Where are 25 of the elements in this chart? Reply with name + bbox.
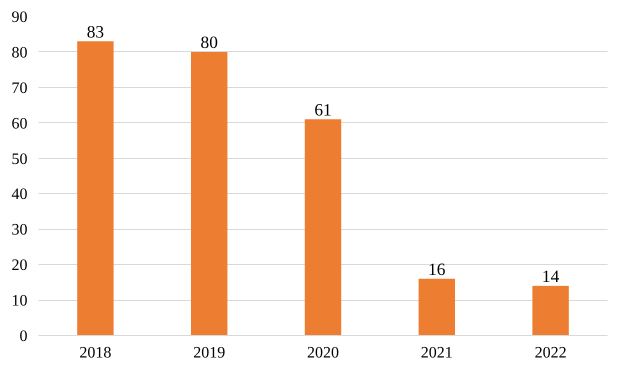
data-label: 80 — [200, 32, 218, 52]
data-label: 83 — [86, 22, 104, 42]
x-tick-label: 2021 — [420, 344, 453, 362]
data-label: 61 — [314, 100, 332, 120]
y-tick-label: 90 — [12, 9, 28, 26]
y-tick-label: 50 — [12, 150, 28, 168]
y-tick-label: 20 — [12, 257, 28, 274]
bar — [77, 41, 114, 336]
y-tick-label: 60 — [12, 115, 28, 132]
y-tick-label: 80 — [12, 44, 28, 62]
data-label: 14 — [542, 266, 560, 286]
y-tick-label: 0 — [20, 328, 28, 345]
y-tick-label: 70 — [12, 80, 28, 97]
y-tick-label: 30 — [12, 222, 28, 239]
bar — [532, 286, 569, 336]
bar — [418, 278, 456, 336]
bar — [190, 52, 228, 336]
x-tick-label: 2020 — [307, 344, 339, 362]
x-tick-label: 2022 — [534, 344, 567, 362]
x-tick-label: 2019 — [193, 344, 226, 362]
x-tick-label: 2018 — [79, 344, 112, 362]
y-tick-label: 40 — [12, 186, 28, 204]
y-tick-label: 10 — [12, 292, 28, 310]
data-label: 16 — [428, 260, 446, 279]
bar — [304, 119, 342, 336]
